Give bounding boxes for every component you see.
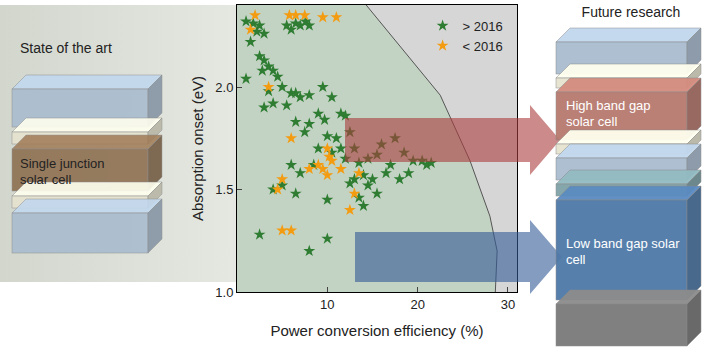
svg-text:Absorption onset (eV): Absorption onset (eV) (189, 76, 206, 221)
html-text:State of the art: State of the art (20, 40, 112, 56)
svg-text:> 2016: > 2016 (463, 19, 503, 34)
svg-text:Power conversion efficiency (%: Power conversion efficiency (%) (270, 322, 483, 339)
svg-text:10: 10 (320, 297, 334, 312)
svg-text:1.5: 1.5 (215, 182, 233, 197)
svg-text:2.0: 2.0 (215, 80, 233, 95)
html-text:Low band gap solar cell: Low band gap solar cell (566, 236, 680, 267)
html-text:Future research: Future research (581, 4, 681, 20)
svg-text:1.0: 1.0 (215, 285, 233, 300)
svg-text:20: 20 (410, 297, 424, 312)
html-text:High band gap solar cell: High band gap solar cell (566, 98, 651, 129)
html-text:Single junction solar cell: Single junction solar cell (20, 156, 105, 187)
svg-text:< 2016: < 2016 (463, 39, 503, 54)
svg-text:30: 30 (501, 297, 515, 312)
